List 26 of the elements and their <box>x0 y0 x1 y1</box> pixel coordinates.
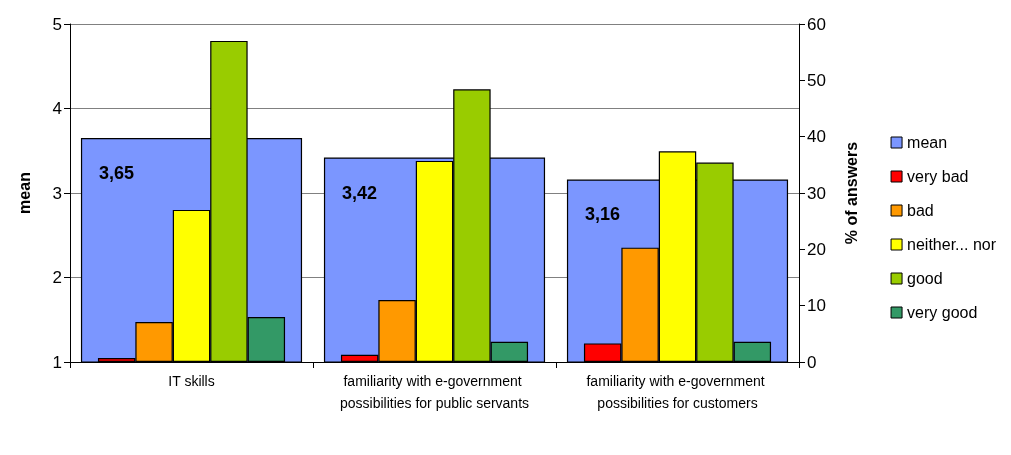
y2-tick-label: 30 <box>807 183 826 203</box>
y2-tick-label: 0 <box>807 352 817 372</box>
y-tick-label: 5 <box>52 14 62 34</box>
y-axis-title: mean <box>15 172 33 214</box>
y2-tick-label: 50 <box>807 70 826 90</box>
y-tick-label: 3 <box>52 183 62 203</box>
y-tick-label: 2 <box>52 268 62 287</box>
y2-tick-label: 40 <box>807 127 826 147</box>
x-tick-label: familiarity with e-government possibilities for customers <box>586 373 769 411</box>
y2-axis-title: % of answers <box>842 141 860 245</box>
x-tick-label: IT skills <box>168 373 215 389</box>
data-label: 3,65 <box>98 163 134 184</box>
legend-label: mean <box>907 134 948 151</box>
y2-tick-label: 60 <box>807 14 826 34</box>
y2-tick-label: 10 <box>807 296 826 316</box>
legend-label: good <box>907 270 943 287</box>
data-label: 3,16 <box>584 204 620 225</box>
data-label: 3,42 <box>341 182 377 203</box>
y2-tick-label: 20 <box>807 239 826 259</box>
legend-label: bad <box>907 202 934 219</box>
x-tick-label: familiarity with e-government possibilities for public servants <box>339 373 530 411</box>
legend-label: very bad <box>907 168 969 185</box>
legend-label: very good <box>907 304 978 321</box>
y-tick-label: 4 <box>52 99 62 118</box>
legend-label: neither... nor <box>907 236 997 253</box>
y-tick-label: 1 <box>52 352 62 372</box>
